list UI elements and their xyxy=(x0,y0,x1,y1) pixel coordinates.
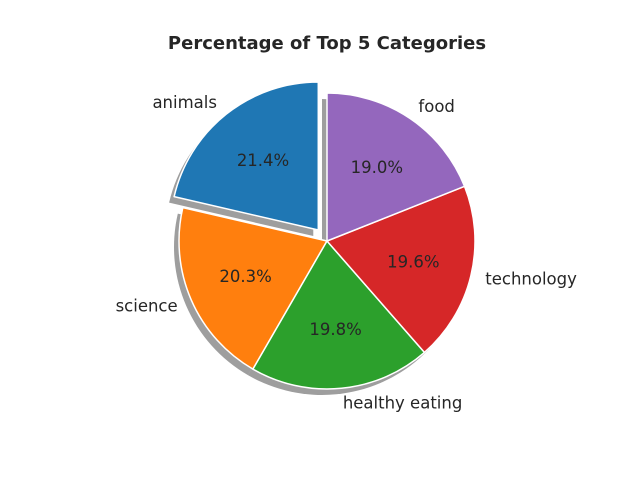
slice-percent-healthy-eating: 19.8% xyxy=(309,320,361,339)
slice-label-animals: animals xyxy=(152,93,217,112)
pie-slice-science xyxy=(178,206,328,370)
pie-label-layer: animals 21.4% science 20.3% healthy eating 19… xyxy=(116,93,578,412)
slice-percent-animals: 21.4% xyxy=(237,151,289,170)
slice-percent-food: 19.0% xyxy=(351,158,403,177)
slice-label-technology: technology xyxy=(485,270,577,289)
slice-label-food: food xyxy=(418,97,454,116)
slice-percent-science: 20.3% xyxy=(219,267,271,286)
pie-slice-layer xyxy=(173,81,476,390)
chart-title: Percentage of Top 5 Categories xyxy=(168,33,486,54)
slice-label-healthy-eating: healthy eating xyxy=(343,394,463,413)
pie-slice-food xyxy=(326,92,466,242)
pie-slice-technology xyxy=(326,185,476,354)
slice-percent-technology: 19.6% xyxy=(387,252,439,271)
slice-label-science: science xyxy=(116,296,178,315)
pie-slice-animals xyxy=(173,81,320,231)
pie-slice-healthy-eating xyxy=(252,240,426,390)
